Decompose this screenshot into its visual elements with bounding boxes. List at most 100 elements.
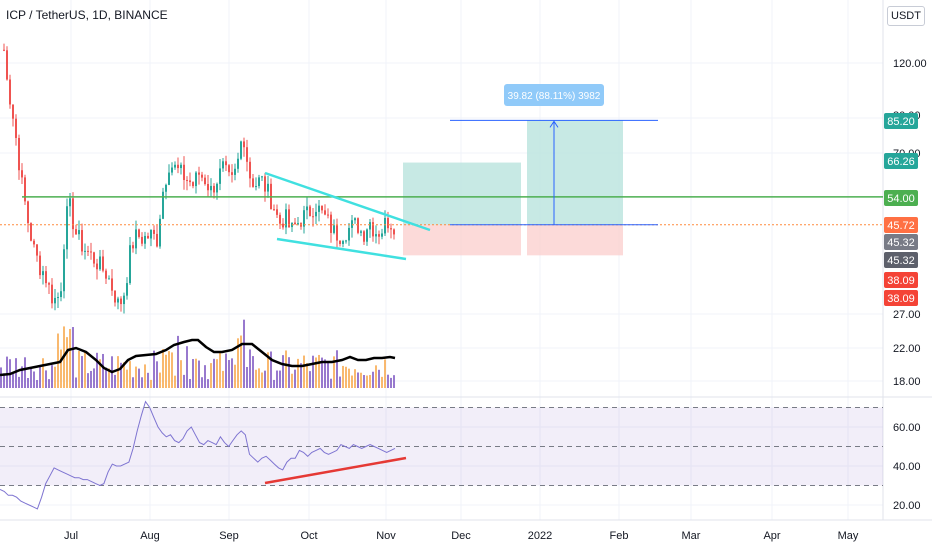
volume-bar: [372, 371, 374, 388]
candle-body: [108, 278, 110, 280]
volume-bar: [117, 356, 119, 388]
volume-bar: [165, 354, 167, 388]
time-tick-label: Aug: [140, 530, 160, 542]
volume-bar: [345, 366, 347, 388]
volume-bar: [90, 370, 92, 388]
candle-body: [189, 180, 191, 183]
profit-zone-1: [403, 162, 521, 225]
candle-body: [234, 168, 236, 175]
volume-bar: [348, 368, 350, 388]
volume-bar: [99, 359, 101, 388]
candle-body: [360, 231, 362, 233]
volume-bar: [297, 358, 299, 388]
candle-body: [105, 270, 107, 279]
volume-bar: [18, 376, 20, 388]
candle-body: [333, 225, 335, 233]
volume-bar: [132, 377, 134, 388]
currency-selector[interactable]: USDT: [887, 6, 925, 26]
volume-bar: [180, 360, 182, 388]
volume-bar: [237, 338, 239, 388]
candle-body: [345, 240, 347, 242]
price-badge-label: 45.32: [887, 237, 915, 249]
volume-bar: [189, 378, 191, 388]
volume-bar: [258, 368, 260, 388]
time-tick-label: Feb: [610, 530, 629, 542]
candle-body: [147, 235, 149, 239]
volume-bar: [327, 362, 329, 388]
candle-body: [60, 291, 62, 298]
candle-body: [3, 49, 5, 51]
volume-bar: [315, 357, 317, 388]
candle-body: [252, 178, 254, 187]
volume-bar: [21, 366, 23, 388]
candle-body: [66, 206, 68, 250]
volume-bar: [3, 373, 5, 388]
time-tick-label: Nov: [376, 530, 396, 542]
candle-body: [282, 223, 284, 228]
volume-bar: [195, 358, 197, 388]
price-badge-label: 38.09: [887, 293, 915, 305]
time-tick-label: Jul: [64, 530, 78, 542]
candle-body: [138, 229, 140, 237]
candle-body: [180, 164, 182, 169]
volume-bar: [303, 355, 305, 388]
price-badge-label: 85.20: [887, 116, 915, 128]
candle-body: [96, 263, 98, 270]
volume-bar: [222, 370, 224, 388]
volume-bar: [30, 368, 32, 388]
price-badge: [884, 252, 918, 268]
volume-bar: [51, 365, 53, 388]
candle-body: [126, 283, 128, 296]
candle-body: [330, 214, 332, 233]
time-tick-label: May: [838, 530, 859, 542]
volume-bar: [276, 370, 278, 388]
candle-body: [288, 209, 290, 228]
volume-bar: [366, 375, 368, 388]
candle-body: [339, 240, 341, 244]
volume-bar: [39, 366, 41, 388]
candle-body: [276, 209, 278, 215]
volume-bar: [24, 357, 26, 388]
volume-bar: [114, 374, 116, 388]
candle-body: [240, 141, 242, 159]
candle-body: [9, 79, 11, 105]
candle-body: [84, 250, 86, 252]
volume-bar: [306, 363, 308, 388]
volume-bar: [213, 358, 215, 388]
price-tick-label: 120.00: [893, 58, 927, 70]
volume-bar: [330, 378, 332, 388]
volume-bar: [264, 370, 266, 388]
volume-bar: [156, 361, 158, 388]
candle-body: [261, 176, 263, 178]
candle-body: [135, 229, 137, 249]
volume-bar: [174, 375, 176, 388]
volume-bar: [342, 365, 344, 388]
volume-bar: [96, 352, 98, 388]
volume-bar: [360, 372, 362, 388]
volume-bar: [318, 354, 320, 388]
volume-bar: [186, 346, 188, 388]
candle-body: [162, 191, 164, 219]
candle-body: [228, 165, 230, 173]
candle-body: [30, 223, 32, 241]
volume-bar: [321, 357, 323, 388]
candle-body: [327, 214, 329, 216]
volume-bar: [267, 352, 269, 388]
candle-body: [324, 210, 326, 215]
chart-title: ICP / TetherUS, 1D, BINANCE: [6, 8, 168, 22]
volume-bar: [204, 365, 206, 388]
candle-body: [39, 255, 41, 276]
candle-body: [159, 218, 161, 247]
rsi-line: [0, 400, 396, 510]
candle-body: [264, 176, 266, 192]
volume-bar: [351, 375, 353, 388]
rsi-tick-label: 40.00: [893, 461, 921, 473]
volume-bar: [393, 375, 395, 388]
volume-bar: [168, 351, 170, 388]
volume-bar: [183, 374, 185, 388]
volume-bar: [138, 368, 140, 388]
volume-bar: [369, 374, 371, 388]
candle-body: [393, 229, 395, 235]
candle-body: [171, 167, 173, 173]
